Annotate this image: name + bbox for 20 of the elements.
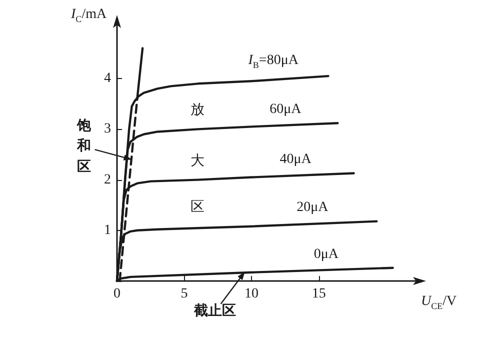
x-tick-label: 5 (180, 286, 188, 302)
y-axis-title: I$_{C}$/mA (71, 7, 107, 24)
series-label: 0μA (314, 246, 338, 262)
y-tick-label: 4 (104, 71, 111, 86)
y-tick-label: 2 (104, 172, 111, 188)
series-label: I$_{B}$=80μA (248, 53, 298, 70)
annotation: 大 (190, 154, 205, 170)
y-tick-label: 1 (104, 222, 111, 238)
annotation: 区 (190, 200, 205, 215)
x-axis-title: U$_{CE}$/V (421, 294, 457, 311)
annotation: 饱和区 (76, 118, 91, 177)
x-tick-label: 15 (312, 286, 326, 302)
annotation: 截止区 (194, 304, 236, 319)
x-tick-label: 10 (244, 286, 259, 302)
series-label: 20μA (296, 200, 328, 216)
annotation: 放 (190, 103, 205, 118)
series-label: 60μA (270, 102, 302, 118)
x-tick-label: 0 (114, 286, 120, 302)
series-label: 40μA (280, 152, 312, 168)
y-tick-label: 3 (104, 122, 111, 137)
